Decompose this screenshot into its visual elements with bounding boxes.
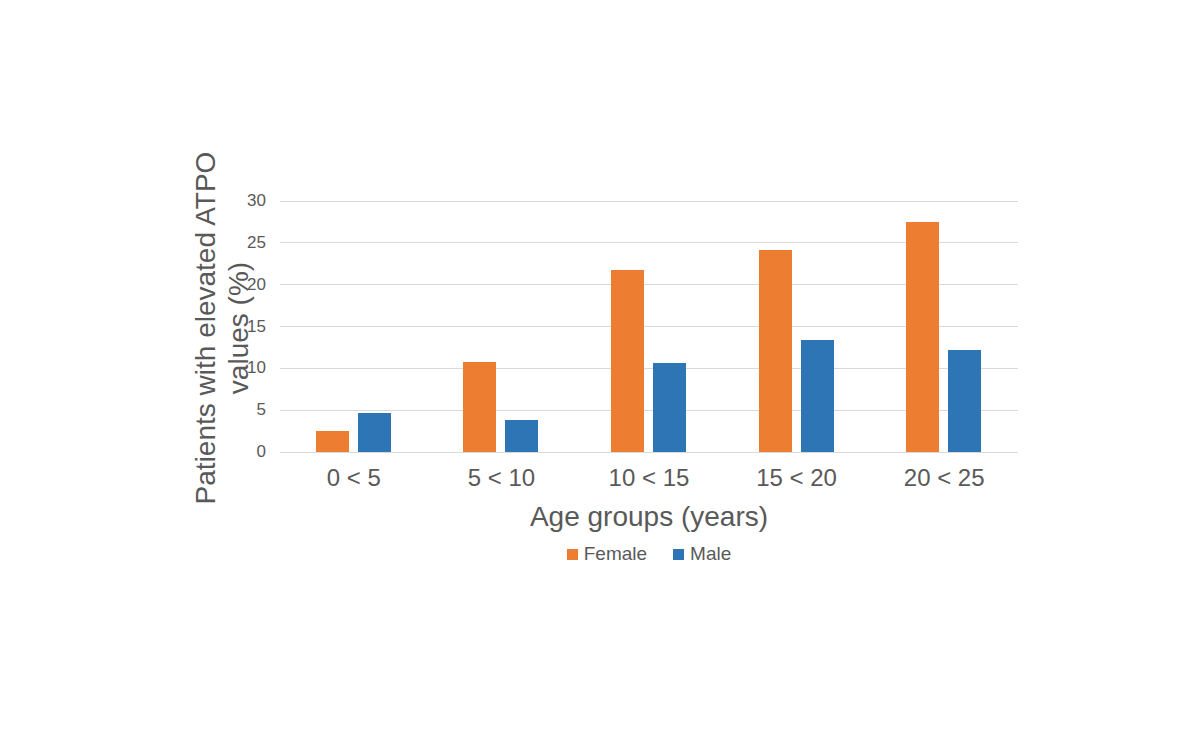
legend-item-female: Female <box>567 543 647 565</box>
x-category-label: 15 < 20 <box>723 464 871 492</box>
x-category-label: 0 < 5 <box>280 464 428 492</box>
bar-female <box>316 431 349 452</box>
bar-male <box>505 420 538 452</box>
y-tick-label: 0 <box>180 442 266 462</box>
legend-label-male: Male <box>690 543 731 565</box>
legend-swatch-female <box>567 549 578 560</box>
gridline <box>280 201 1018 202</box>
y-tick-label: 10 <box>180 358 266 378</box>
legend: Female Male <box>280 543 1018 565</box>
bar-female <box>906 222 939 452</box>
x-category-label: 10 < 15 <box>575 464 723 492</box>
x-category-label: 20 < 25 <box>870 464 1018 492</box>
bar-male <box>653 363 686 452</box>
bar-female <box>463 362 496 452</box>
plot-area <box>280 201 1018 452</box>
legend-item-male: Male <box>673 543 731 565</box>
x-category-label: 5 < 10 <box>428 464 576 492</box>
legend-label-female: Female <box>584 543 647 565</box>
y-tick-label: 5 <box>180 400 266 420</box>
y-tick-label: 30 <box>180 191 266 211</box>
chart-canvas: Patients with elevated ATPO values (%) 0… <box>0 0 1200 750</box>
bar-female <box>611 270 644 452</box>
y-tick-label: 25 <box>180 233 266 253</box>
legend-swatch-male <box>673 549 684 560</box>
bar-male <box>948 350 981 452</box>
bar-male <box>358 413 391 452</box>
bar-female <box>759 250 792 452</box>
bar-male <box>801 340 834 452</box>
y-tick-label: 20 <box>180 275 266 295</box>
x-axis-title: Age groups (years) <box>280 501 1018 533</box>
y-tick-label: 15 <box>180 317 266 337</box>
